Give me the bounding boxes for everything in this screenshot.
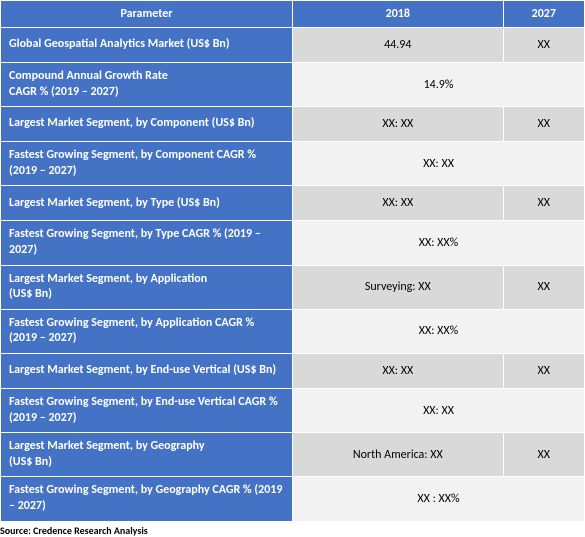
data-cell-2027: XX (503, 433, 584, 477)
data-cell-2027: XX (503, 186, 584, 221)
table-row: Largest Market Segment, by Geography(US$… (1, 433, 585, 477)
table-row: Fastest Growing Segment, by Type CAGR % … (1, 221, 585, 265)
data-cell-2027: XX (503, 353, 584, 388)
source-citation: Source: Credence Research Analysis (0, 522, 585, 537)
table-row: Compound Annual Growth RateCAGR % (2019 … (1, 63, 585, 107)
data-cell-2018: XX: XX (293, 186, 504, 221)
table-row: Fastest Growing Segment, by End-use Vert… (1, 388, 585, 432)
data-cell-2018: XX: XX (293, 107, 504, 142)
parameter-label: Largest Market Segment, by Type (US$ Bn) (1, 186, 293, 221)
table-row: Fastest Growing Segment, by Component CA… (1, 142, 585, 186)
table-header-row: Parameter 2018 2027 (1, 1, 585, 28)
parameter-label: Largest Market Segment, by Application(U… (1, 265, 293, 309)
data-cell-merged: XX: XX% (293, 309, 585, 353)
data-cell-2018: 44.94 (293, 28, 504, 63)
table-row: Largest Market Segment, by Application(U… (1, 265, 585, 309)
parameter-label: Largest Market Segment, by Component (US… (1, 107, 293, 142)
parameter-label: Fastest Growing Segment, by Geography CA… (1, 477, 293, 521)
data-cell-2027: XX (503, 265, 584, 309)
parameter-label: Fastest Growing Segment, by End-use Vert… (1, 388, 293, 432)
data-cell-merged: XX: XX% (293, 221, 585, 265)
data-cell-merged: 14.9% (293, 63, 585, 107)
data-cell-2027: XX (503, 28, 584, 63)
market-analysis-table: Parameter 2018 2027 Global Geospatial An… (0, 0, 585, 522)
table-row: Global Geospatial Analytics Market (US$ … (1, 28, 585, 63)
data-cell-2018: Surveying: XX (293, 265, 504, 309)
data-cell-2018: North America: XX (293, 433, 504, 477)
parameter-label: Fastest Growing Segment, by Type CAGR % … (1, 221, 293, 265)
parameter-label: Largest Market Segment, by End-use Verti… (1, 353, 293, 388)
data-cell-2018: XX: XX (293, 353, 504, 388)
parameter-label: Compound Annual Growth RateCAGR % (2019 … (1, 63, 293, 107)
table-body: Global Geospatial Analytics Market (US$ … (1, 28, 585, 522)
table-row: Fastest Growing Segment, by Geography CA… (1, 477, 585, 521)
header-2018: 2018 (293, 1, 504, 28)
parameter-label: Fastest Growing Segment, by Application … (1, 309, 293, 353)
data-cell-2027: XX (503, 107, 584, 142)
data-cell-merged: XX: XX (293, 388, 585, 432)
table-row: Largest Market Segment, by End-use Verti… (1, 353, 585, 388)
table-row: Largest Market Segment, by Type (US$ Bn)… (1, 186, 585, 221)
parameter-label: Global Geospatial Analytics Market (US$ … (1, 28, 293, 63)
header-2027: 2027 (503, 1, 584, 28)
table-row: Largest Market Segment, by Component (US… (1, 107, 585, 142)
header-parameter: Parameter (1, 1, 293, 28)
parameter-label: Fastest Growing Segment, by Component CA… (1, 142, 293, 186)
parameter-label: Largest Market Segment, by Geography(US$… (1, 433, 293, 477)
data-cell-merged: XX : XX% (293, 477, 585, 521)
data-cell-merged: XX: XX (293, 142, 585, 186)
table-row: Fastest Growing Segment, by Application … (1, 309, 585, 353)
